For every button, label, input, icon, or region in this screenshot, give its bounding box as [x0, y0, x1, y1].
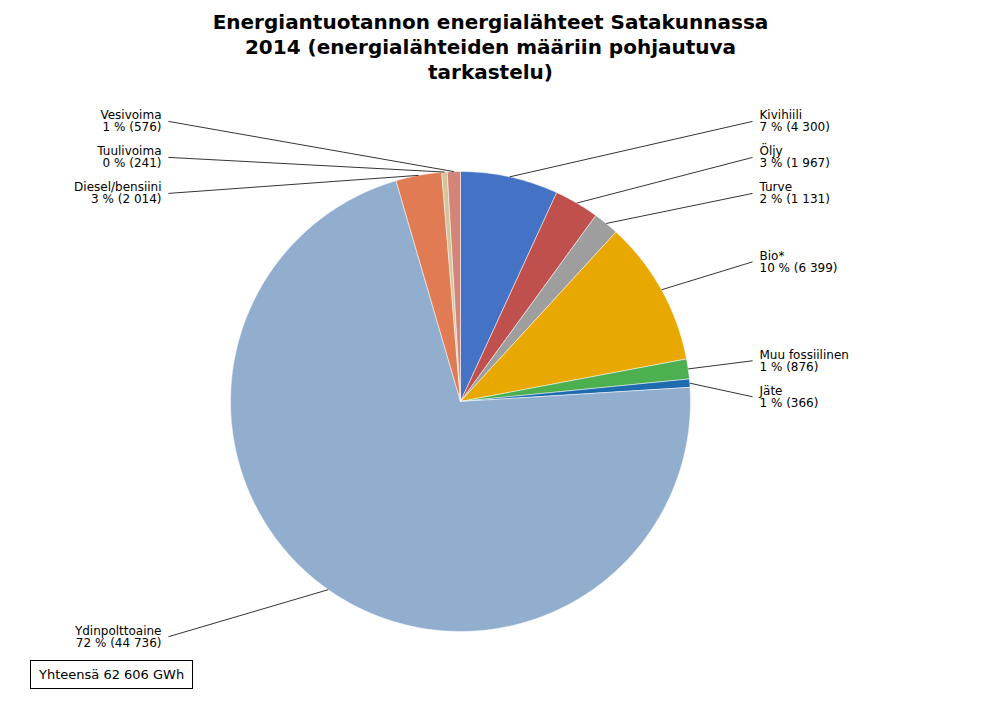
svg-text:Tuulivoima0 % (241): Tuulivoima0 % (241) — [96, 144, 161, 170]
svg-text:Kivihiili7 % (4 300): Kivihiili7 % (4 300) — [760, 108, 830, 134]
svg-text:Turve2 % (1 131): Turve2 % (1 131) — [759, 180, 830, 206]
svg-text:Jäte1 % (366): Jäte1 % (366) — [759, 384, 819, 410]
svg-text:Bio*10 % (6 399): Bio*10 % (6 399) — [760, 249, 838, 275]
html-text:Yhteensä 62 606 GWh: Yhteensä 62 606 GWh — [39, 667, 185, 682]
svg-text:Muu fossiilinen1 % (876): Muu fossiilinen1 % (876) — [760, 348, 849, 374]
svg-text:Öljy3 % (1 967): Öljy3 % (1 967) — [760, 142, 830, 170]
svg-text:Ydinpolttoaine72 % (44 736): Ydinpolttoaine72 % (44 736) — [74, 624, 162, 650]
svg-text:Vesivoima1 % (576): Vesivoima1 % (576) — [100, 108, 161, 134]
html-text:Energiantuotannon energialähte: Energiantuotannon energialähteet Satakun… — [212, 10, 769, 84]
svg-text:Diesel/bensiini3 % (2 014): Diesel/bensiini3 % (2 014) — [74, 180, 161, 206]
